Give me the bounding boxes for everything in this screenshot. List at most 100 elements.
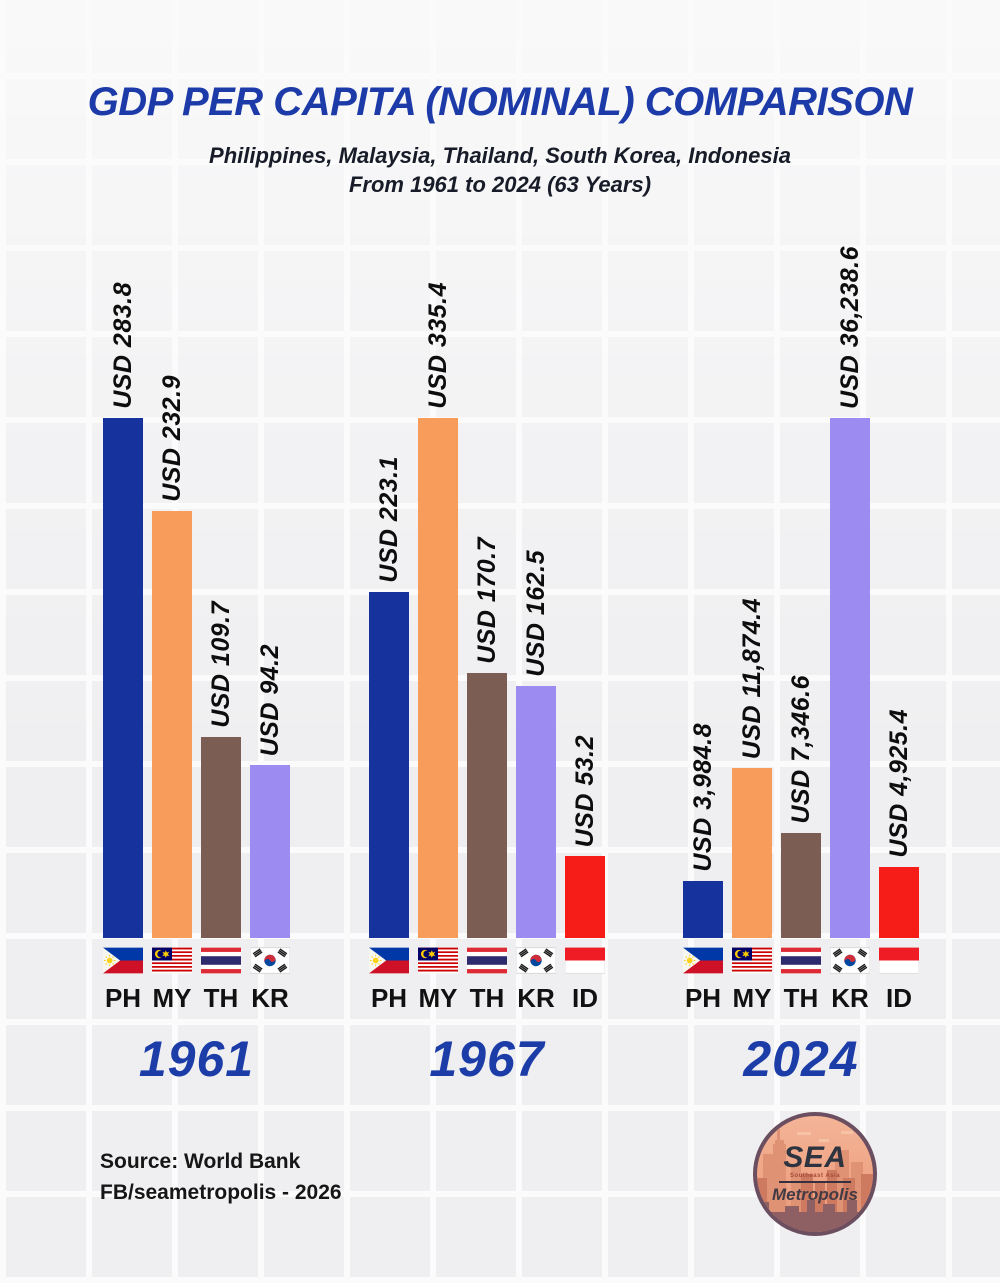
- bar-2024-TH: [781, 833, 821, 938]
- bar-value-label-1961-TH: USD 109.7: [206, 601, 235, 728]
- year-group-1961: USD 283.8 USD 232.9 USD 109.7 USD 94.2 PH MY T…: [103, 238, 290, 1088]
- bar-value-label-2024-KR: USD 36,238.6: [835, 245, 864, 409]
- flag-id-icon: [565, 946, 605, 974]
- bar-cell-2024-TH: USD 7,346.6: [781, 675, 821, 938]
- bar-1961-MY: [152, 511, 192, 938]
- country-code-label-1961-PH: PH: [104, 983, 142, 1013]
- country-code-label-1967-PH: PH: [370, 983, 408, 1013]
- bar-cell-1961-KR: USD 94.2: [250, 644, 290, 938]
- logo-main-text: SEA: [783, 1140, 847, 1174]
- flag-my-icon: [152, 946, 192, 974]
- flag-ph-icon: [369, 946, 409, 974]
- flag-th-icon: [201, 946, 241, 974]
- bar-2024-PH: [683, 881, 723, 938]
- codes-row: PH MY TH KR ID: [683, 983, 919, 1014]
- country-code-label-1961-TH: TH: [203, 983, 239, 1013]
- bar-1961-TH: [201, 737, 241, 938]
- bar-cell-2024-MY: USD 11,874.4: [732, 598, 772, 938]
- bar-value-label-2024-TH: USD 7,346.6: [786, 675, 815, 824]
- flag-th-icon: [781, 946, 821, 974]
- country-code-label-1967-KR: KR: [517, 983, 555, 1013]
- bar-1967-TH: [467, 673, 507, 938]
- flag-ph-icon: [103, 946, 143, 974]
- bar-cell-1961-MY: USD 232.9: [152, 375, 192, 938]
- logo-divider: [779, 1180, 851, 1183]
- country-code-label-1967-MY: MY: [418, 983, 458, 1013]
- flag-ph-icon: [683, 946, 723, 974]
- bar-1961-KR: [250, 765, 290, 938]
- flag-kr-icon: [516, 946, 556, 974]
- bar-value-label-2024-MY: USD 11,874.4: [737, 597, 766, 759]
- bar-cell-1967-PH: USD 223.1: [369, 456, 409, 938]
- year-group-2024: USD 3,984.8 USD 11,874.4 USD 7,346.6 USD 36…: [683, 238, 919, 1088]
- year-label-1961: 1961: [138, 1031, 255, 1087]
- subtitle-years: From 1961 to 2024 (63 Years): [348, 172, 652, 197]
- bar-value-label-1967-ID: USD 53.2: [570, 734, 599, 847]
- bar-cell-1961-TH: USD 109.7: [201, 601, 241, 938]
- flag-id-icon: [879, 946, 919, 974]
- country-code-label-1961-KR: KR: [251, 983, 289, 1013]
- bars-row: USD 223.1 USD 335.4 USD 170.7 USD 162.5 USD …: [369, 238, 605, 938]
- flag-my-icon: [418, 946, 458, 974]
- country-code-label-1967-ID: ID: [572, 983, 598, 1013]
- logo-sub-text: Southeast Asia: [789, 1172, 841, 1179]
- bar-value-label-1967-PH: USD 223.1: [374, 456, 403, 583]
- footer: Source: World Bank FB/seametropolis - 20…: [100, 1146, 342, 1208]
- flags-row: [103, 946, 290, 974]
- credit-text: FB/seametropolis - 2026: [100, 1181, 342, 1204]
- sea-metropolis-logo: SEA Southeast Asia Metropolis: [753, 1112, 877, 1236]
- subtitle-countries: Philippines, Malaysia, Thailand, South K…: [209, 143, 791, 168]
- flags-row: [369, 946, 605, 974]
- bar-value-label-1961-MY: USD 232.9: [157, 375, 186, 502]
- bar-2024-ID: [879, 867, 919, 938]
- country-code-label-2024-ID: ID: [886, 983, 912, 1013]
- bar-value-label-1961-KR: USD 94.2: [255, 643, 284, 756]
- page-title: GDP PER CAPITA (NOMINAL) COMPARISON: [87, 80, 913, 124]
- year-group-1967: USD 223.1 USD 335.4 USD 170.7 USD 162.5 USD …: [369, 238, 605, 1088]
- country-code-label-2024-MY: MY: [732, 983, 772, 1013]
- country-code-label-2024-TH: TH: [783, 983, 819, 1013]
- bar-value-label-1967-TH: USD 170.7: [472, 537, 501, 664]
- logo-secondary-text: Metropolis: [772, 1184, 858, 1204]
- bar-cell-1961-PH: USD 283.8: [103, 282, 143, 938]
- flags-row: [683, 946, 919, 974]
- bar-cell-2024-ID: USD 4,925.4: [879, 709, 919, 938]
- country-code-label-2024-PH: PH: [684, 983, 722, 1013]
- bar-2024-MY: [732, 768, 772, 938]
- bar-1967-PH: [369, 592, 409, 938]
- bar-cell-1967-TH: USD 170.7: [467, 537, 507, 938]
- bar-value-label-2024-ID: USD 4,925.4: [884, 709, 913, 858]
- bar-1961-PH: [103, 418, 143, 938]
- flag-kr-icon: [250, 946, 290, 974]
- bar-1967-ID: [565, 856, 605, 938]
- country-code-label-1967-TH: TH: [469, 983, 505, 1013]
- bar-cell-2024-PH: USD 3,984.8: [683, 723, 723, 938]
- bar-cell-1967-MY: USD 335.4: [418, 282, 458, 938]
- flag-kr-icon: [830, 946, 870, 974]
- bar-value-label-1967-KR: USD 162.5: [521, 550, 550, 677]
- flag-my-icon: [732, 946, 772, 974]
- bar-1967-MY: [418, 418, 458, 938]
- codes-row: PH MY TH KR: [103, 983, 290, 1014]
- bar-cell-2024-KR: USD 36,238.6: [830, 246, 870, 938]
- logo-text: SEA Southeast Asia Metropolis: [757, 1116, 873, 1232]
- year-label-1967: 1967: [429, 1031, 545, 1087]
- bars-row: USD 3,984.8 USD 11,874.4 USD 7,346.6 USD 36…: [683, 238, 919, 938]
- bar-value-label-1967-MY: USD 335.4: [423, 282, 452, 409]
- codes-row: PH MY TH KR ID: [369, 983, 605, 1014]
- bar-value-label-1961-PH: USD 283.8: [108, 282, 137, 409]
- bar-2024-KR: [830, 418, 870, 938]
- country-code-label-2024-KR: KR: [831, 983, 869, 1013]
- bar-value-label-2024-PH: USD 3,984.8: [688, 723, 717, 872]
- bars-row: USD 283.8 USD 232.9 USD 109.7 USD 94.2: [103, 238, 290, 938]
- bar-cell-1967-KR: USD 162.5: [516, 550, 556, 938]
- year-label-2024: 2024: [743, 1031, 859, 1087]
- bar-cell-1967-ID: USD 53.2: [565, 735, 605, 938]
- flag-th-icon: [467, 946, 507, 974]
- source-text: Source: World Bank: [100, 1150, 301, 1173]
- bar-1967-KR: [516, 686, 556, 938]
- city-skyline-icon: [757, 1129, 873, 1232]
- country-code-label-1961-MY: MY: [152, 983, 192, 1013]
